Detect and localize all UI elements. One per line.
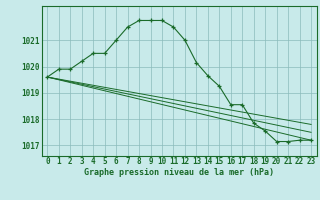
X-axis label: Graphe pression niveau de la mer (hPa): Graphe pression niveau de la mer (hPa) [84, 168, 274, 177]
